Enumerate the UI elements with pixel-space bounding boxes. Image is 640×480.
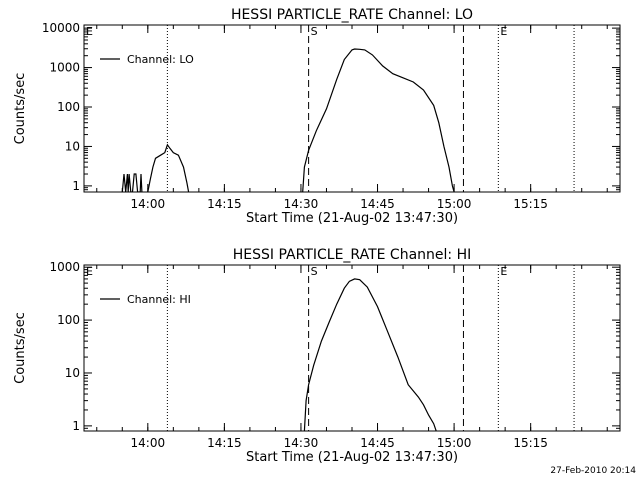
y-tick-label: 1 [72, 179, 80, 193]
legend-label: Channel: LO [127, 53, 194, 66]
x-tick-label: 14:15 [207, 197, 242, 211]
chart-title: HESSI PARTICLE_RATE Channel: LO [231, 7, 473, 23]
y-axis-label: Counts/sec [13, 312, 28, 384]
y-tick-label: 10000 [42, 21, 80, 35]
marker-label: E [86, 25, 93, 38]
x-tick-label: 15:15 [513, 436, 548, 450]
x-tick-label: 14:30 [284, 436, 319, 450]
data-series-line [147, 143, 190, 192]
x-tick-label: 14:45 [360, 197, 395, 211]
chart-title: HESSI PARTICLE_RATE Channel: HI [233, 247, 471, 263]
x-axis-label: Start Time (21-Aug-02 13:47:30) [246, 450, 458, 465]
x-tick-label: 14:30 [284, 197, 319, 211]
x-tick-label: 15:00 [437, 436, 472, 450]
marker-label: E [500, 265, 507, 278]
x-tick-label: 14:00 [131, 197, 166, 211]
marker-label: S [311, 25, 318, 38]
y-tick-label: 1000 [49, 61, 80, 75]
data-series-line [303, 278, 437, 431]
marker-label: S [311, 265, 318, 278]
x-tick-label: 15:15 [513, 197, 548, 211]
footer-timestamp: 27-Feb-2010 20:14 [550, 466, 636, 476]
marker-label: E [500, 25, 507, 38]
x-axis-label: Start Time (21-Aug-02 13:47:30) [246, 211, 458, 226]
y-tick-label: 100 [57, 100, 80, 114]
marker-label: E [86, 265, 93, 278]
x-tick-label: 15:00 [437, 197, 472, 211]
legend-label: Channel: HI [127, 293, 191, 306]
plot-frame [83, 264, 621, 432]
data-series-line [121, 173, 143, 192]
y-tick-label: 10 [65, 139, 80, 153]
chart-panel-1: HESSI PARTICLE_RATE Channel: LO 14:00 14:1… [13, 7, 621, 226]
x-tick-label: 14:00 [131, 436, 166, 450]
y-tick-label: 100 [57, 313, 80, 327]
x-tick-label: 14:15 [207, 436, 242, 450]
x-tick-label: 14:45 [360, 436, 395, 450]
y-tick-label: 10 [65, 366, 80, 380]
data-series-line [302, 48, 455, 192]
y-axis-label: Counts/sec [13, 73, 28, 145]
y-tick-label: 1000 [49, 260, 80, 274]
y-tick-label: 1 [72, 419, 80, 433]
chart-panel-2: HESSI PARTICLE_RATE Channel: HI 14:00 14:1… [13, 247, 621, 465]
